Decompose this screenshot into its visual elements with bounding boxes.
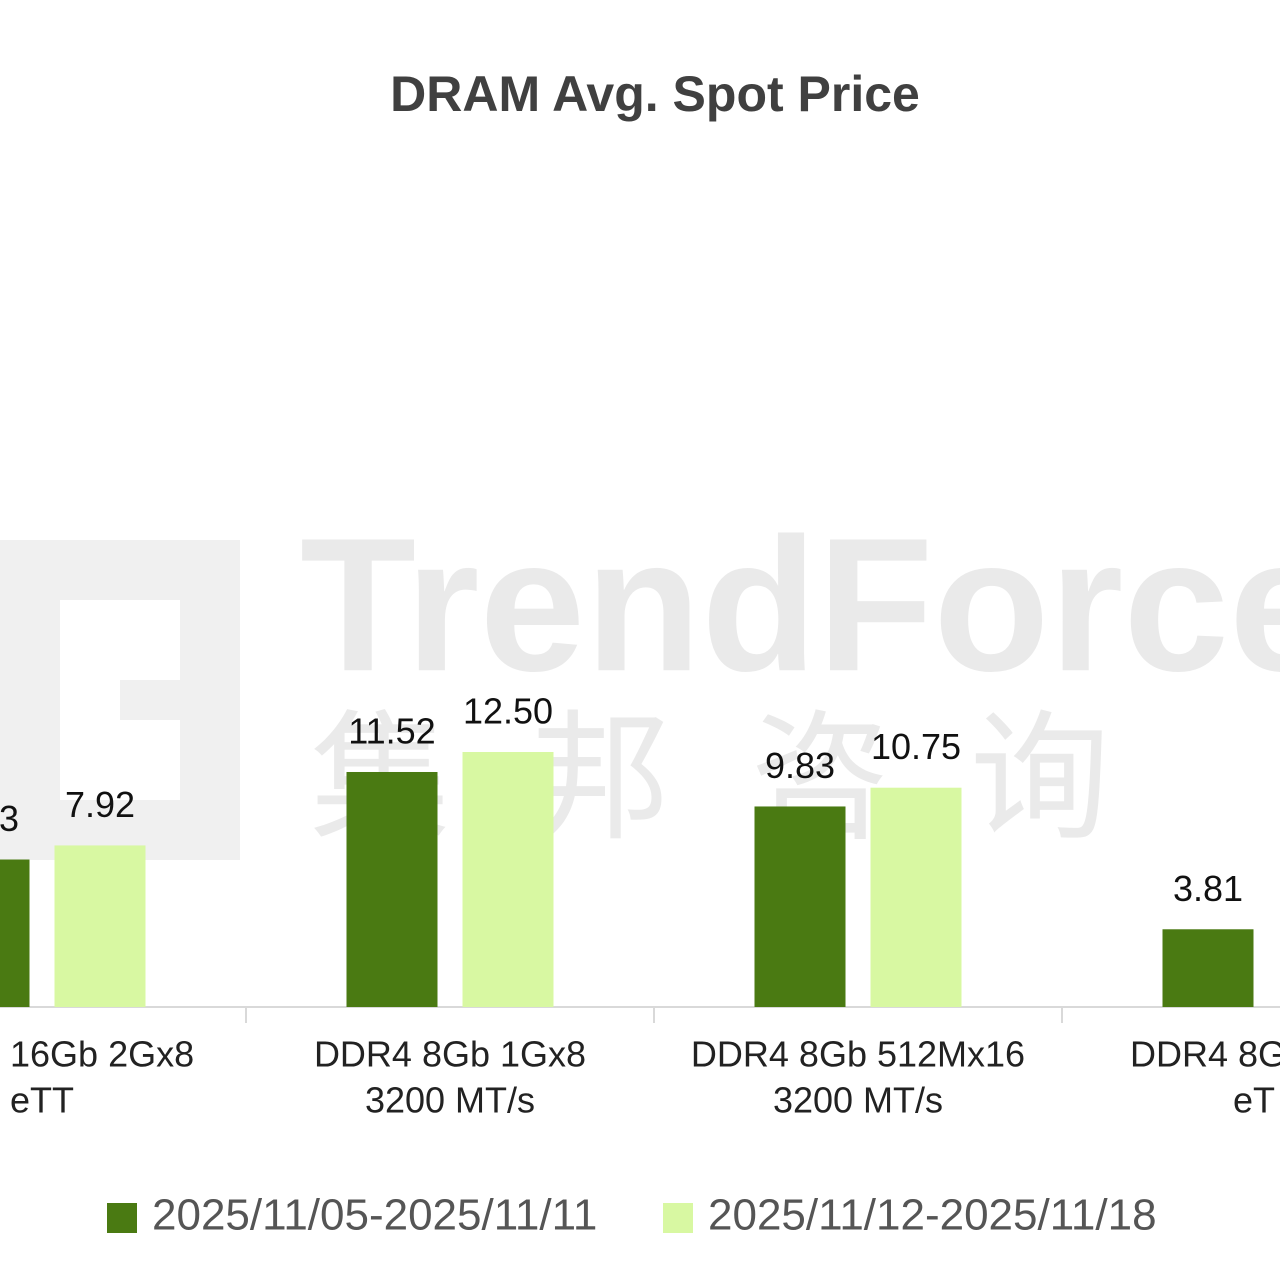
bar [54, 845, 146, 1007]
legend-label: 2025/11/05-2025/11/11 [152, 1191, 597, 1240]
bar [462, 752, 554, 1007]
x-tick-label: DDR4 8Gb 1Gx8 [314, 1034, 586, 1075]
chart-title: DRAM Avg. Spot Price [390, 66, 920, 122]
legend-swatch [107, 1203, 137, 1233]
watermark-text-cn: 集邦咨询 [310, 700, 1190, 857]
legend-swatch [663, 1203, 693, 1233]
data-label: 9.83 [765, 745, 835, 786]
x-tick-label: DDR4 8Gb 512Mx16 [691, 1034, 1025, 1075]
data-label: 3.81 [1173, 868, 1243, 909]
data-label: 11.52 [348, 711, 435, 752]
bar [870, 787, 962, 1007]
data-label: 7.92 [65, 784, 135, 825]
x-tick-label: 16Gb 2Gx8 [10, 1034, 194, 1075]
x-tick-label: DDR4 8G [1130, 1034, 1280, 1075]
bar [754, 806, 846, 1007]
watermark-logo [0, 540, 240, 860]
data-label: 12.50 [463, 691, 553, 732]
data-label: 10.75 [871, 726, 961, 767]
x-tick-label: 3200 MT/s [365, 1080, 535, 1121]
data-label: 7.23 [0, 798, 19, 839]
bar [1162, 929, 1254, 1007]
legend-label: 2025/11/12-2025/11/18 [708, 1191, 1157, 1240]
watermark-text: TrendForce [300, 499, 1280, 711]
x-tick-label: eTT [10, 1080, 74, 1121]
x-tick-label: eT [1233, 1080, 1275, 1121]
bar [346, 771, 438, 1007]
x-tick-label: 3200 MT/s [773, 1080, 943, 1121]
bar [0, 859, 30, 1007]
